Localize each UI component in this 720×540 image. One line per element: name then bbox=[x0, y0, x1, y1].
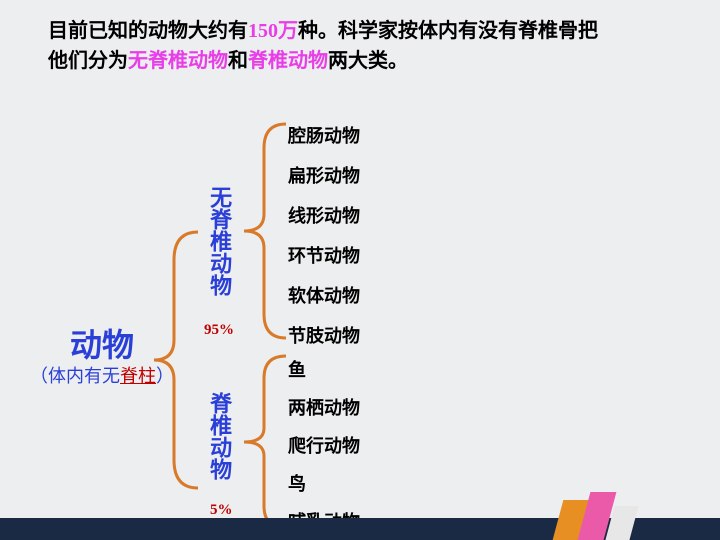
intro-text-1: 目前已知的动物大约有 bbox=[48, 20, 248, 42]
intro-text-3: 两大类。 bbox=[328, 50, 408, 72]
species-count: 150万 bbox=[248, 20, 298, 42]
branch-vertebrate-label: 脊椎动物 bbox=[208, 392, 231, 480]
leaf-annelid: 环节动物 bbox=[288, 242, 360, 268]
branch-invertebrate-pct: 95% bbox=[204, 322, 234, 339]
vertebrate-bracket bbox=[240, 352, 288, 532]
leaf-amphibian: 两栖动物 bbox=[288, 394, 360, 420]
leaf-fish: 鱼 bbox=[288, 356, 306, 382]
leaf-coelenterate: 腔肠动物 bbox=[288, 122, 360, 148]
root-label: 动物 bbox=[70, 320, 134, 366]
category-vertebrate: 脊椎动物 bbox=[248, 50, 328, 72]
intro-and: 和 bbox=[228, 50, 248, 72]
branch-invertebrate-label: 无脊椎动物 bbox=[208, 186, 231, 296]
leaf-reptile: 爬行动物 bbox=[288, 432, 360, 458]
branch-vertebrate-pct: 5% bbox=[210, 502, 233, 519]
root-bracket bbox=[150, 230, 200, 490]
leaf-arthropod: 节肢动物 bbox=[288, 322, 360, 348]
category-invertebrate: 无脊椎动物 bbox=[128, 50, 228, 72]
leaf-flatworm: 扁形动物 bbox=[288, 162, 360, 188]
intro-paragraph: 目前已知的动物大约有150万种。科学家按体内有没有脊椎骨把他们分为无脊椎动物和脊… bbox=[48, 16, 608, 76]
invertebrate-bracket bbox=[240, 120, 288, 342]
leaf-bird: 鸟 bbox=[288, 470, 306, 496]
leaf-nematode: 线形动物 bbox=[288, 202, 360, 228]
root-sub-open: （体内有无 bbox=[30, 366, 120, 386]
leaf-mollusk: 软体动物 bbox=[288, 282, 360, 308]
